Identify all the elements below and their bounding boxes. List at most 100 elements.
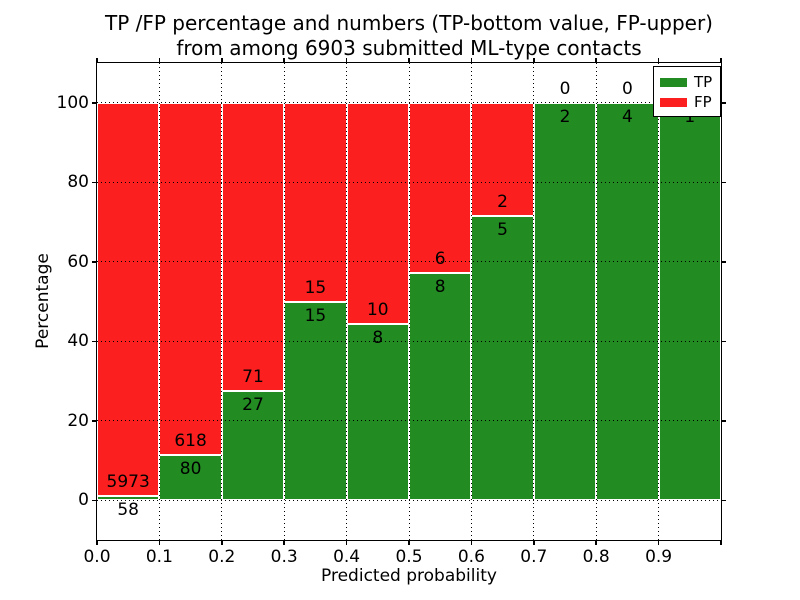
bar-label-tp-2: 27 <box>242 394 264 415</box>
chart-title: TP /FP percentage and numbers (TP-bottom… <box>97 11 721 61</box>
bar-label-fp-7: 0 <box>559 78 571 99</box>
x-tick-bottom-5 <box>408 540 410 545</box>
chart-title-line1: TP /FP percentage and numbers (TP-bottom… <box>105 11 713 35</box>
x-tick-bottom-0 <box>96 540 98 545</box>
bar-tp-9 <box>658 102 721 501</box>
x-tick-label-0.0: 0.0 <box>83 547 111 567</box>
x-tick-bottom-1 <box>158 540 161 545</box>
legend-item-tp: TP <box>660 72 720 92</box>
gridline-h-20 <box>97 420 721 422</box>
x-tick-label-0.9: 0.9 <box>645 547 673 567</box>
bar-label-tp-5: 8 <box>434 277 446 298</box>
x-tick-label-0.6: 0.6 <box>457 547 485 567</box>
bar-label-tp-6: 5 <box>497 220 508 241</box>
y-tick-right-40 <box>721 340 726 342</box>
y-tick-left-100 <box>92 102 97 104</box>
bar-label-fp-0: 5973 <box>106 472 150 493</box>
bar-label-tp-7: 2 <box>559 106 571 127</box>
gridline-v-0.4 <box>346 63 348 540</box>
bar-tp-8 <box>596 102 659 501</box>
bar-label-fp-4: 10 <box>366 299 389 320</box>
x-tick-label-0.4: 0.4 <box>333 547 361 567</box>
y-tick-left-0 <box>92 499 97 501</box>
x-tick-top-6 <box>470 58 473 63</box>
gridline-v-0.1 <box>158 63 160 540</box>
bar-fp-2 <box>221 102 285 391</box>
y-tick-right-20 <box>721 420 726 422</box>
gridline-h-100 <box>97 102 721 104</box>
bar-fp-0 <box>97 102 160 497</box>
y-tick-label-20: 20 <box>67 410 89 431</box>
bar-label-tp-0: 58 <box>117 500 139 521</box>
bar-tp-7 <box>533 102 597 501</box>
x-tick-top-4 <box>345 58 348 63</box>
bar-fp-4 <box>346 102 409 324</box>
y-tick-label-100: 100 <box>56 92 89 113</box>
x-tick-top-8 <box>595 58 597 63</box>
y-tick-label-80: 80 <box>67 172 89 193</box>
y-tick-label-60: 60 <box>67 251 89 272</box>
y-tick-right-100 <box>721 102 726 104</box>
gridline-v-0.3 <box>283 63 285 540</box>
y-tick-right-0 <box>721 499 726 501</box>
bar-tp-1 <box>159 454 222 501</box>
x-tick-bottom-4 <box>345 540 348 545</box>
x-tick-bottom-3 <box>283 540 285 545</box>
x-tick-bottom-6 <box>470 540 473 545</box>
x-tick-bottom-8 <box>595 540 597 545</box>
gridline-v-0.9 <box>658 63 660 540</box>
bar-label-fp-1: 618 <box>174 430 207 451</box>
y-tick-left-20 <box>92 420 97 422</box>
legend-label-tp: TP <box>694 73 713 91</box>
bar-label-fp-6: 2 <box>497 192 508 213</box>
x-tick-top-0 <box>96 58 98 63</box>
gridline-v-0.7 <box>533 63 535 540</box>
gridline-v-0.8 <box>595 63 597 540</box>
x-tick-bottom-2 <box>221 540 223 545</box>
x-tick-label-0.1: 0.1 <box>145 547 173 567</box>
bar-fp-6 <box>471 102 534 217</box>
legend-item-fp: FP <box>660 92 720 112</box>
y-tick-right-80 <box>721 181 726 183</box>
bar-fp-3 <box>284 102 347 302</box>
gridline-h-80 <box>97 181 721 183</box>
x-tick-top-9 <box>657 58 660 63</box>
gridline-v-0.2 <box>221 63 223 540</box>
y-tick-label-0: 0 <box>78 490 89 511</box>
bar-label-tp-8: 4 <box>621 106 633 127</box>
x-tick-label-0.8: 0.8 <box>582 547 610 567</box>
x-tick-label-0.7: 0.7 <box>520 547 548 567</box>
bar-fp-1 <box>159 102 222 455</box>
x-tick-top-5 <box>408 58 410 63</box>
x-tick-label-0.3: 0.3 <box>270 547 298 567</box>
gridline-h-40 <box>97 340 721 342</box>
fp-color-swatch <box>660 97 687 107</box>
x-axis-label: Predicted probability <box>321 566 497 586</box>
x-tick-bottom-7 <box>533 540 535 545</box>
x-tick-top-3 <box>283 58 285 63</box>
chart-title-line2: from among 6903 submitted ML-type contac… <box>176 36 642 60</box>
bar-label-tp-3: 15 <box>304 305 327 326</box>
gridline-v-0.6 <box>470 63 472 540</box>
y-tick-label-40: 40 <box>67 331 89 352</box>
bar-tp-5 <box>409 273 472 501</box>
bar-label-fp-3: 15 <box>304 277 327 298</box>
bar-tp-2 <box>221 390 285 501</box>
bar-label-fp-2: 71 <box>242 366 264 387</box>
x-tick-top-1 <box>158 58 161 63</box>
gridline-v-0.5 <box>408 63 410 540</box>
x-tick-top-2 <box>221 58 223 63</box>
legend: TP FP <box>653 66 721 117</box>
bar-label-tp-4: 8 <box>372 327 384 348</box>
x-tick-top-10 <box>720 58 722 63</box>
x-tick-label-0.5: 0.5 <box>395 547 423 567</box>
bar-label-tp-1: 80 <box>179 458 202 479</box>
tp-color-swatch <box>660 77 687 87</box>
bar-fp-5 <box>409 102 472 274</box>
bar-tp-6 <box>471 216 534 501</box>
bar-label-fp-5: 6 <box>434 249 446 270</box>
gridline-h-0 <box>97 499 721 501</box>
bar-label-fp-8: 0 <box>621 78 633 99</box>
x-tick-bottom-9 <box>657 540 660 545</box>
